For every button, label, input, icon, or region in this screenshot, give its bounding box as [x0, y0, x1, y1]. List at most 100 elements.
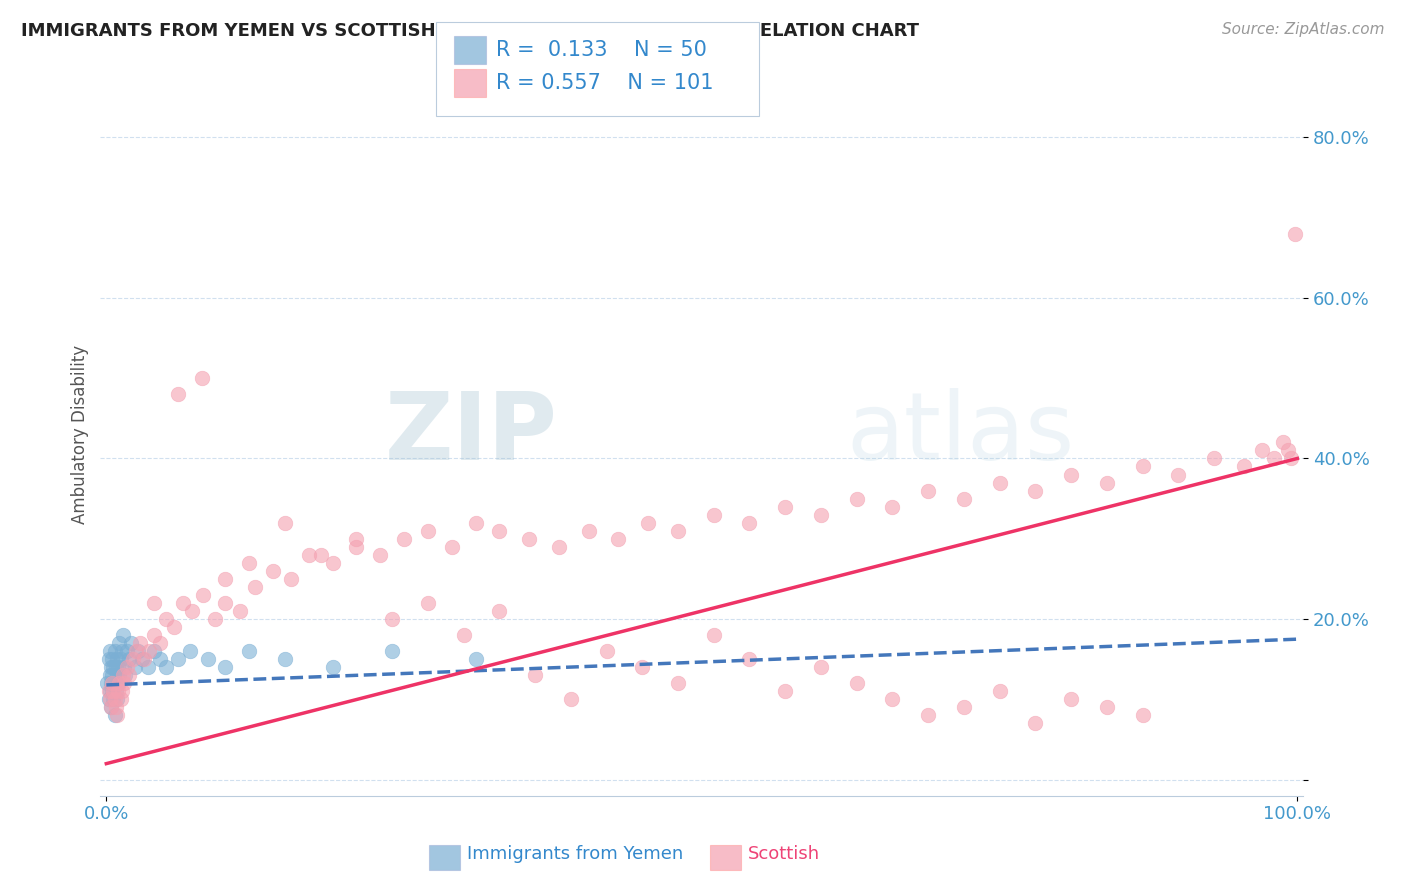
Point — [488, 524, 510, 538]
Text: Immigrants from Yemen: Immigrants from Yemen — [467, 845, 683, 863]
Point — [1272, 435, 1295, 450]
Point — [238, 644, 260, 658]
Point — [103, 684, 125, 698]
Point — [121, 652, 143, 666]
Point — [368, 548, 391, 562]
Point — [197, 652, 219, 666]
Text: R = 0.557    N = 101: R = 0.557 N = 101 — [496, 73, 714, 94]
Point — [124, 660, 146, 674]
Point — [108, 636, 131, 650]
Point — [149, 636, 172, 650]
Point — [666, 676, 689, 690]
Point — [138, 644, 160, 658]
Point — [416, 524, 439, 538]
Point — [104, 708, 127, 723]
Point — [101, 652, 124, 666]
Point — [524, 668, 547, 682]
Point — [262, 564, 284, 578]
Point — [112, 676, 135, 690]
Point — [100, 700, 122, 714]
Point — [773, 684, 796, 698]
Point — [104, 692, 127, 706]
Point — [142, 644, 165, 658]
Point — [134, 652, 156, 666]
Point — [101, 676, 124, 690]
Point — [631, 660, 654, 674]
Point — [1132, 459, 1154, 474]
Point — [166, 387, 188, 401]
Point — [104, 684, 127, 698]
Text: IMMIGRANTS FROM YEMEN VS SCOTTISH AMBULATORY DISABILITY CORRELATION CHART: IMMIGRANTS FROM YEMEN VS SCOTTISH AMBULA… — [21, 22, 920, 40]
Point — [181, 604, 204, 618]
Point — [607, 532, 630, 546]
Point — [392, 532, 415, 546]
Point — [120, 636, 142, 650]
Point — [100, 700, 122, 714]
Point — [125, 644, 148, 658]
Point — [280, 572, 302, 586]
Point — [578, 524, 600, 538]
Point — [1284, 227, 1306, 241]
Point — [104, 700, 127, 714]
Point — [136, 660, 159, 674]
Point — [214, 660, 236, 674]
Point — [110, 692, 132, 706]
Point — [703, 628, 725, 642]
Point — [142, 628, 165, 642]
Point — [1060, 692, 1083, 706]
Point — [214, 596, 236, 610]
Point — [595, 644, 617, 658]
Point — [108, 676, 131, 690]
Point — [105, 708, 128, 723]
Point — [191, 588, 214, 602]
Point — [190, 371, 212, 385]
Point — [381, 644, 404, 658]
Point — [179, 644, 201, 658]
Point — [882, 500, 904, 514]
Point — [97, 692, 120, 706]
Point — [1250, 443, 1272, 458]
Point — [1024, 483, 1046, 498]
Point — [274, 652, 297, 666]
Point — [703, 508, 725, 522]
Point — [111, 668, 134, 682]
Point — [845, 491, 868, 506]
Point — [100, 660, 122, 674]
Point — [738, 652, 761, 666]
Point — [298, 548, 321, 562]
Point — [107, 660, 129, 674]
Point — [1132, 708, 1154, 723]
Point — [103, 692, 125, 706]
Point — [1024, 716, 1046, 731]
Point — [322, 556, 344, 570]
Point — [773, 500, 796, 514]
Point — [101, 684, 124, 698]
Point — [104, 644, 127, 658]
Point — [204, 612, 226, 626]
Point — [114, 668, 136, 682]
Point — [346, 540, 368, 554]
Point — [440, 540, 463, 554]
Point — [810, 508, 832, 522]
Point — [214, 572, 236, 586]
Text: Source: ZipAtlas.com: Source: ZipAtlas.com — [1222, 22, 1385, 37]
Point — [988, 684, 1011, 698]
Text: Scottish: Scottish — [748, 845, 820, 863]
Point — [104, 676, 127, 690]
Point — [118, 668, 141, 682]
Y-axis label: Ambulatory Disability: Ambulatory Disability — [72, 345, 89, 524]
Point — [104, 660, 127, 674]
Point — [128, 636, 150, 650]
Point — [118, 652, 141, 666]
Point — [637, 516, 659, 530]
Point — [111, 628, 134, 642]
Point — [142, 596, 165, 610]
Point — [416, 596, 439, 610]
Point — [149, 652, 172, 666]
Point — [97, 652, 120, 666]
Point — [517, 532, 540, 546]
Point — [155, 660, 177, 674]
Point — [1263, 451, 1285, 466]
Point — [1095, 700, 1118, 714]
Point — [101, 668, 124, 682]
